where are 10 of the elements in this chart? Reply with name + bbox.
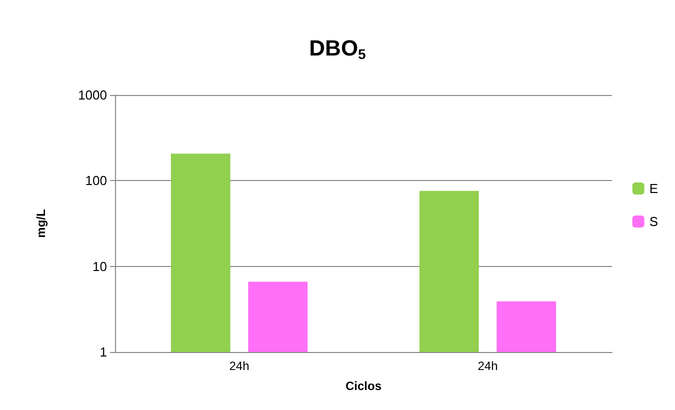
legend-label: S	[649, 214, 658, 229]
x-axis-title: Ciclos	[345, 379, 382, 393]
y-tick-label: 1000	[78, 88, 107, 102]
legend-label: E	[649, 181, 658, 196]
y-axis-title: mg/L	[34, 209, 48, 238]
x-tick-label: 24h	[229, 359, 250, 373]
y-tick-label: 1	[100, 344, 107, 360]
x-tick-label: 24h	[478, 359, 498, 373]
y-tick-label: 10	[92, 258, 107, 274]
y-tick-label: 100	[85, 173, 107, 188]
